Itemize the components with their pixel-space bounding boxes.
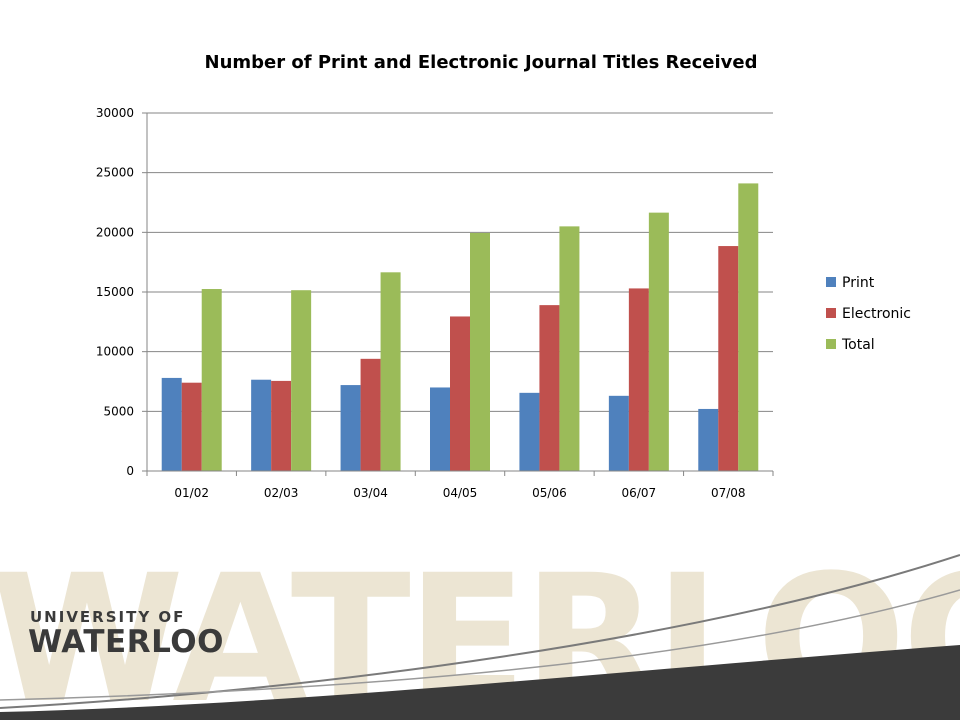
x-tick-label: 04/05 — [443, 486, 478, 500]
x-tick-label: 03/04 — [353, 486, 388, 500]
legend-swatch-electronic — [826, 308, 836, 318]
bar-electronic-07-08 — [718, 246, 739, 471]
x-tick-label: 01/02 — [174, 486, 209, 500]
legend-swatch-total — [826, 339, 836, 349]
x-tick-label: 05/06 — [532, 486, 567, 500]
y-tick-label: 5000 — [103, 404, 134, 418]
legend-swatch-print — [826, 277, 836, 287]
bar-total-02-03 — [291, 290, 312, 471]
bar-total-03-04 — [380, 272, 401, 471]
logo-line-waterloo: WATERLOO — [28, 624, 224, 660]
chart-title: Number of Print and Electronic Journal T… — [205, 52, 758, 73]
logo-line-university-of: UNIVERSITY OF — [30, 608, 185, 626]
bar-electronic-01-02 — [181, 382, 202, 471]
x-tick-label: 06/07 — [622, 486, 657, 500]
footer-dark-band — [0, 645, 960, 720]
y-tick-label: 0 — [126, 464, 134, 478]
footer-swoosh-line-1 — [0, 554, 960, 709]
y-tick-label: 25000 — [96, 166, 134, 180]
legend: Print Electronic Total — [826, 275, 911, 353]
bar-print-06-07 — [608, 395, 629, 471]
legend-label-print: Print — [842, 275, 875, 291]
bar-print-04-05 — [430, 387, 450, 471]
bar-total-05-06 — [559, 226, 580, 471]
axes: 0 5000 10000 15000 20000 25000 30000 01/02 02/03… — [96, 106, 774, 500]
bar-electronic-05-06 — [539, 305, 560, 471]
bar-print-05-06 — [519, 392, 540, 471]
x-tick-label: 07/08 — [711, 486, 746, 500]
legend-label-electronic: Electronic — [842, 306, 911, 322]
y-tick-label: 20000 — [96, 225, 134, 239]
bars — [161, 183, 759, 472]
university-logo: UNIVERSITY OF WATERLOO — [28, 608, 224, 660]
bar-electronic-06-07 — [628, 288, 649, 471]
bar-electronic-03-04 — [360, 358, 381, 471]
bar-total-06-07 — [648, 212, 669, 472]
bar-total-01-02 — [201, 289, 222, 471]
bar-print-07-08 — [698, 408, 719, 471]
bar-print-01-02 — [161, 377, 182, 471]
legend-label-total: Total — [841, 337, 875, 353]
bar-print-03-04 — [340, 385, 361, 471]
bar-total-04-05 — [470, 232, 490, 471]
y-tick-label: 10000 — [96, 345, 134, 359]
bar-electronic-02-03 — [271, 380, 292, 471]
y-tick-label: 15000 — [96, 285, 134, 299]
y-tick-label: 30000 — [96, 106, 134, 120]
x-tick-label: 02/03 — [264, 486, 299, 500]
bar-print-02-03 — [251, 379, 272, 471]
bar-total-07-08 — [738, 183, 759, 471]
bar-electronic-04-05 — [450, 316, 470, 471]
footer-swoosh-line-2 — [0, 589, 960, 701]
